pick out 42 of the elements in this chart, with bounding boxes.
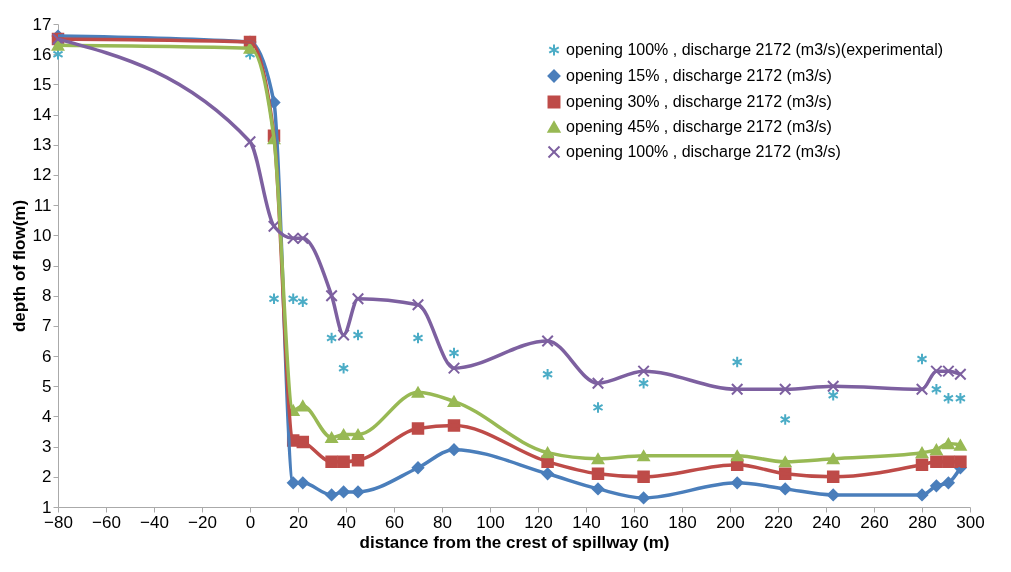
x-tick-label: 200 xyxy=(716,512,745,532)
legend-label: opening 30% , discharge 2172 (m3/s) xyxy=(566,93,832,110)
x-tick-label: 140 xyxy=(572,512,601,532)
y-tick-label: 7 xyxy=(42,316,52,336)
y-tick-label: 3 xyxy=(42,437,52,457)
x-tick-label: −20 xyxy=(188,512,217,532)
x-tick-label: 240 xyxy=(812,512,841,532)
x-tick-label: 40 xyxy=(337,512,356,532)
legend-label: opening 15% , discharge 2172 (m3/s) xyxy=(566,67,832,84)
y-tick-label: 17 xyxy=(32,14,52,34)
legend-label: opening 100% , discharge 2172 (m3/s) xyxy=(566,143,841,160)
x-tick-label: 260 xyxy=(860,512,889,532)
y-tick-label: 2 xyxy=(42,467,52,487)
x-tick-label: 0 xyxy=(245,512,256,532)
x-tick-label: 60 xyxy=(385,512,404,532)
y-tick-label: 11 xyxy=(33,195,52,215)
y-tick-label: 8 xyxy=(42,286,52,306)
x-axis-title: distance from the crest of spillway (m) xyxy=(359,532,670,552)
y-tick-label: 13 xyxy=(32,135,52,155)
x-tick-label: 180 xyxy=(668,512,697,532)
y-tick-label: 15 xyxy=(32,74,52,94)
y-axis-title: depth of flow(m) xyxy=(9,199,29,333)
y-tick-label: 5 xyxy=(42,376,52,396)
y-tick-label: 16 xyxy=(32,44,52,64)
x-tick-label: 120 xyxy=(524,512,553,532)
x-tick-label: −60 xyxy=(92,512,121,532)
y-tick-label: 12 xyxy=(32,165,52,185)
x-tick-label: −40 xyxy=(140,512,169,532)
y-tick-label: 6 xyxy=(42,346,52,366)
x-tick-label: 280 xyxy=(908,512,937,532)
x-tick-label: 100 xyxy=(476,512,505,532)
x-tick-label: 160 xyxy=(620,512,649,532)
x-tick-label: 220 xyxy=(764,512,793,532)
legend-label: opening 45% , discharge 2172 (m3/s) xyxy=(566,118,832,135)
y-tick-label: 4 xyxy=(42,406,52,426)
y-tick-label: 14 xyxy=(32,105,52,125)
x-tick-label: 80 xyxy=(433,512,452,532)
y-tick-label: 10 xyxy=(32,225,52,245)
legend-label: opening 100% , discharge 2172 (m3/s)(experimental) xyxy=(566,41,944,58)
x-tick-label: 20 xyxy=(289,512,308,532)
x-tick-label: 300 xyxy=(956,512,985,532)
y-tick-label: 9 xyxy=(42,256,52,275)
